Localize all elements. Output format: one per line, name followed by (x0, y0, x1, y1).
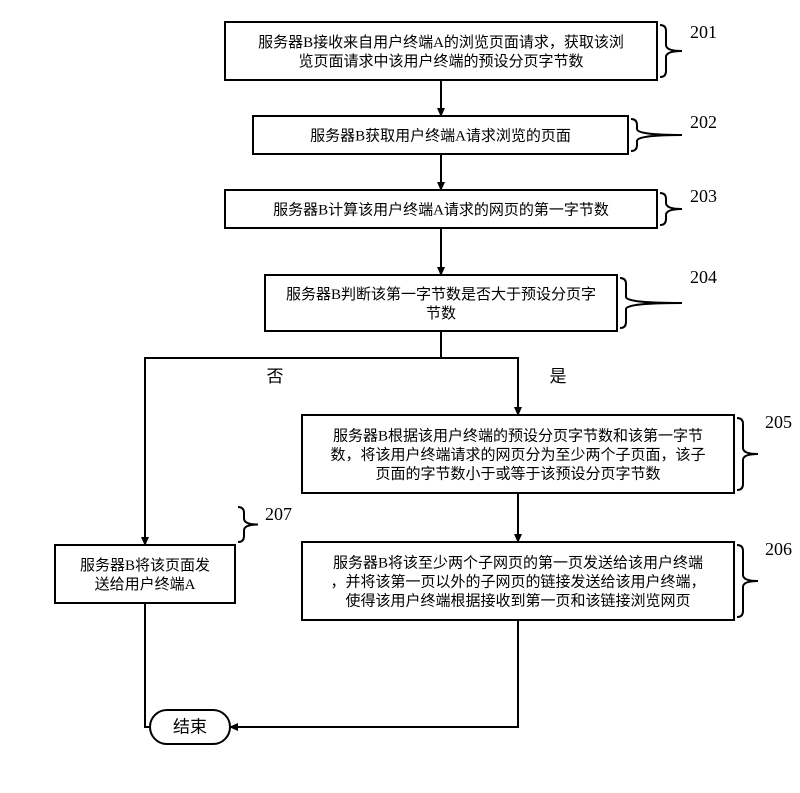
node-n204: 服务器B判断该第一字节数是否大于预设分页字节数 204 (265, 267, 717, 331)
edge-n206-end (230, 620, 518, 727)
flowchart-edges: 是否 (145, 80, 567, 727)
node-text: 节数 (426, 305, 456, 322)
node-n207: 服务器B将该页面发送给用户终端A 207 (55, 504, 292, 603)
brace-n207 (238, 507, 258, 542)
node-text: 服务器B计算该用户终端A请求的网页的第一字节数 (273, 201, 609, 219)
edge-n207-end (145, 603, 150, 727)
flowchart-nodes: 服务器B接收来自用户终端A的浏览页面请求，获取该浏览页面请求中该用户终端的预设分… (55, 22, 792, 744)
brace-n203 (660, 193, 682, 225)
flowchart-brackets (238, 25, 758, 617)
node-text: 使得该用户终端根据接收到第一页和该链接浏览网页 (345, 592, 690, 610)
node-n205: 服务器B根据该用户终端的预设分页字节数和该第一字节数，将该用户终端请求的网页分为… (302, 412, 792, 493)
brace-n205 (737, 418, 758, 490)
step-number: 206 (765, 539, 792, 559)
brace-n202 (631, 119, 682, 151)
node-text: ，并将该第一页以外的子网页的链接发送给该用户终端， (330, 573, 705, 591)
node-text: 服务器B接收来自用户终端A的浏览页面请求，获取该浏 (258, 34, 624, 51)
node-text: 服务器B获取用户终端A请求浏览的页面 (310, 128, 571, 145)
node-text: 服务器B根据该用户终端的预设分页字节数和该第一字节 (333, 427, 703, 445)
node-text: 服务器B将该页面发 (80, 557, 210, 574)
edge-split-n205 (441, 358, 518, 415)
node-text: 服务器B判断该第一字节数是否大于预设分页字 (286, 285, 596, 303)
brace-n204 (620, 278, 682, 328)
step-number: 204 (690, 267, 717, 287)
step-number: 207 (265, 504, 292, 524)
node-text: 数，将该用户终端请求的网页分为至少两个子页面，该子 (330, 447, 705, 464)
node-n201: 服务器B接收来自用户终端A的浏览页面请求，获取该浏览页面请求中该用户终端的预设分… (225, 22, 717, 80)
step-number: 201 (690, 22, 717, 42)
node-text: 结束 (173, 718, 207, 737)
node-text: 览页面请求中该用户终端的预设分页字节数 (298, 53, 583, 70)
node-end: 结束 (150, 710, 230, 744)
step-number: 203 (690, 186, 717, 206)
edge-label: 是 (550, 367, 567, 386)
node-n203: 服务器B计算该用户终端A请求的网页的第一字节数 203 (225, 186, 717, 228)
step-number: 202 (690, 112, 717, 132)
brace-n201 (660, 25, 682, 77)
brace-n206 (737, 545, 758, 617)
node-text: 服务器B将该至少两个子网页的第一页发送给该用户终端 (333, 554, 703, 572)
node-text: 送给用户终端A (95, 576, 196, 593)
node-text: 页面的字节数小于或等于该预设分页字节数 (375, 465, 660, 483)
edge-label: 否 (267, 367, 284, 386)
node-n206: 服务器B将该至少两个子网页的第一页发送给该用户终端，并将该第一页以外的子网页的链… (302, 539, 792, 620)
step-number: 205 (765, 412, 792, 432)
